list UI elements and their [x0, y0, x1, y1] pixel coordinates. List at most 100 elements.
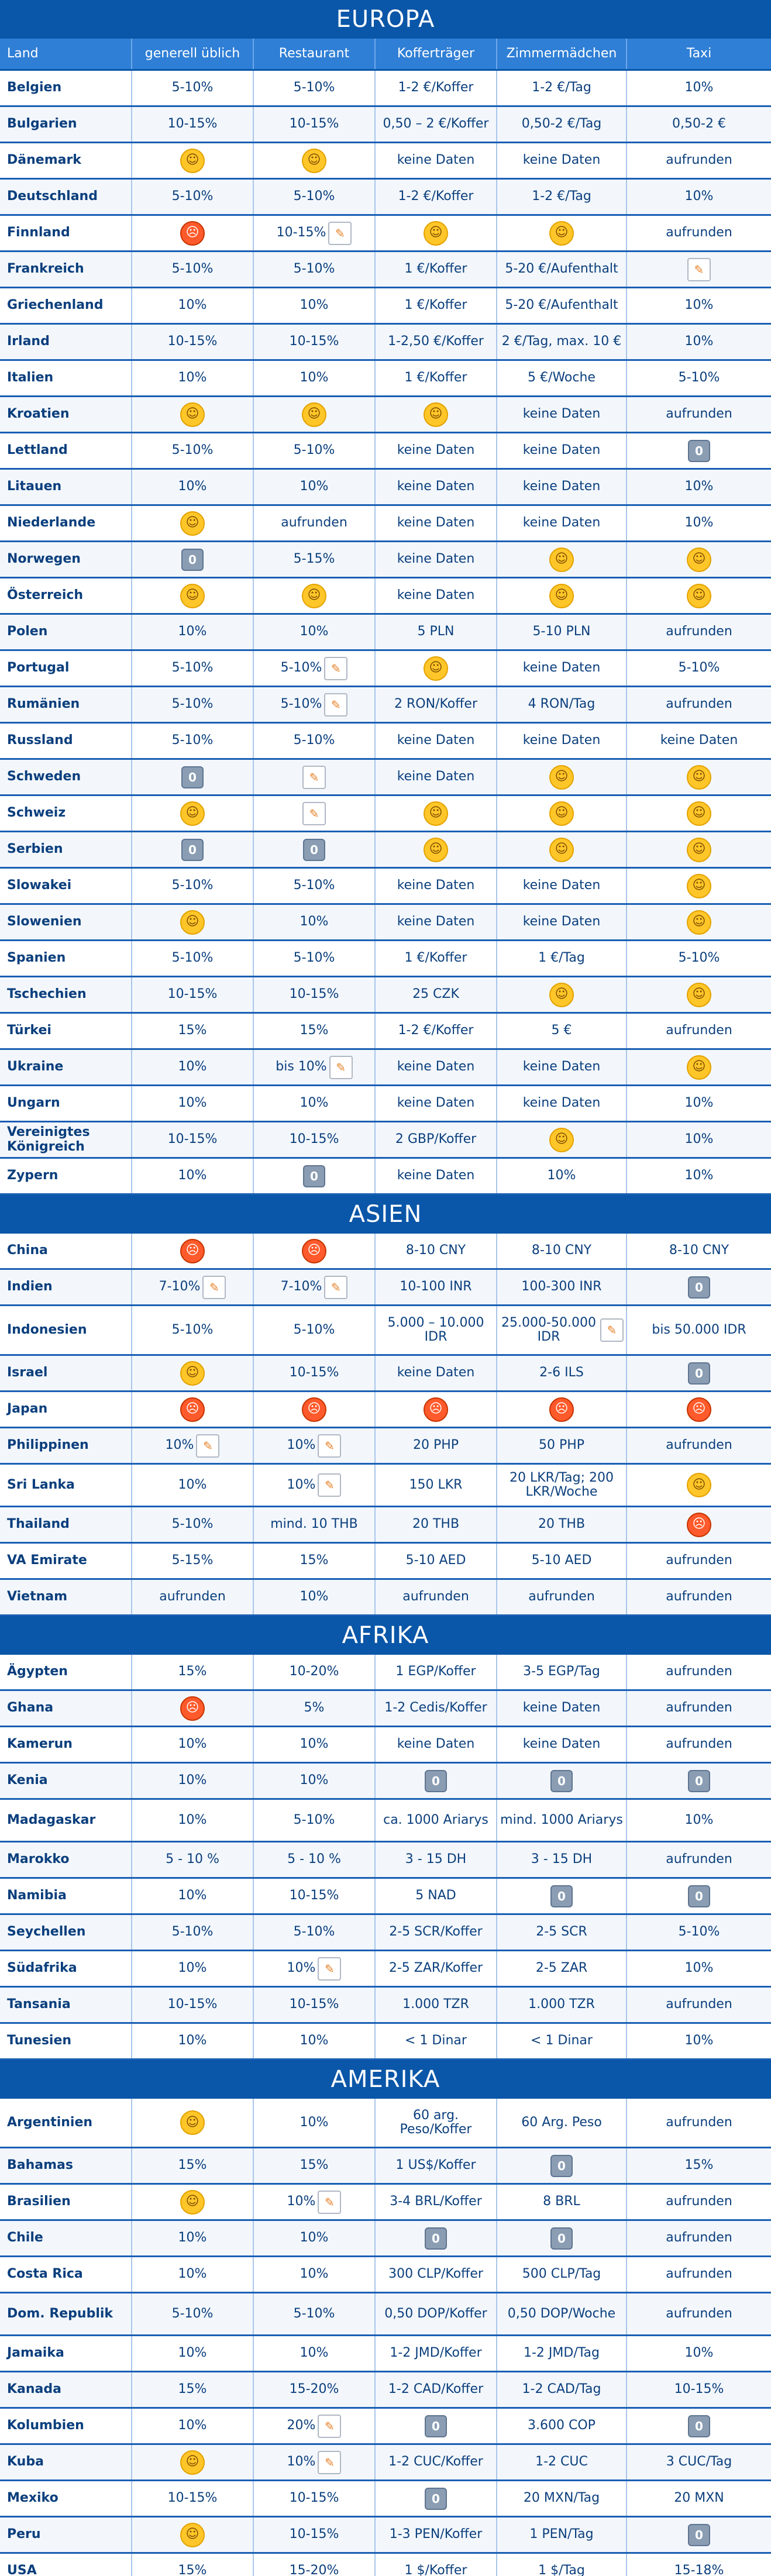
table-cell: keine Daten: [497, 1691, 627, 1726]
zero-icon: 0: [688, 1362, 710, 1385]
cell-text: keine Daten: [397, 1059, 475, 1075]
cell-content: 0: [425, 1769, 447, 1792]
cell-text: 1-2 CUC/Koffer: [388, 2454, 483, 2470]
cell-text: aufrunden: [666, 1700, 732, 1716]
table-row: Sri Lanka 10% 10% ✎ 150 LKR 20 LKR/Tag; 200 L…: [0, 1465, 771, 1507]
country-cell: USA: [0, 2554, 132, 2576]
smile-icon: ☺: [180, 2110, 205, 2135]
cell-text: 5-10%: [280, 697, 322, 712]
cell-text: 1-2,50 €/Koffer: [388, 334, 484, 349]
cell-text: keine Daten: [522, 443, 601, 458]
zero-icon: 0: [303, 1165, 325, 1187]
cell-text: 1-2 JMD/Tag: [524, 2346, 600, 2361]
cell-text: China: [7, 1243, 48, 1258]
cell-text: keine Daten: [522, 1700, 601, 1716]
table-cell: 10%: [627, 71, 771, 105]
cell-text: Israel: [7, 1365, 48, 1380]
table-row: Irland 10-15% 10-15% 1-2,50 €/Koffer 2 €/Tag…: [0, 325, 771, 361]
country-cell: Zypern: [0, 1159, 132, 1193]
cell-text: Tschechien: [7, 987, 87, 1002]
cell-text: 2-5 SCR: [536, 1924, 587, 1940]
table-cell: 50 PHP: [497, 1428, 627, 1463]
country-cell: Spanien: [0, 941, 132, 976]
smile-icon: ☺: [687, 910, 711, 935]
smile-icon: ☺: [687, 982, 711, 1007]
cell-content: ☺: [687, 837, 711, 862]
cell-text: Rumänien: [7, 697, 80, 712]
table-cell: 300 CLP/Koffer: [376, 2257, 497, 2292]
memo-icon: ✎: [328, 221, 352, 245]
table-cell: ☺: [627, 905, 771, 939]
table-cell: 8-10 CNY: [376, 1234, 497, 1268]
table-cell: 10% ✎: [254, 1951, 376, 1986]
country-cell: Philippinen: [0, 1428, 132, 1463]
cell-text: 5-10%: [171, 80, 214, 95]
cell-text: keine Daten: [397, 733, 475, 748]
cell-content: 7-10% ✎: [159, 1275, 226, 1299]
cell-content: 0: [688, 1276, 710, 1299]
cell-text: 2 GBP/Koffer: [395, 1132, 477, 1147]
cell-text: 10-15%: [167, 334, 218, 349]
smile-icon: ☺: [180, 801, 205, 826]
cell-text: 5-10%: [171, 697, 214, 712]
zero-icon: 0: [303, 838, 325, 861]
table-cell: keine Daten: [376, 470, 497, 504]
smile-icon: ☺: [424, 837, 448, 862]
table-cell: 15%: [132, 2554, 254, 2576]
cell-text: Indonesien: [7, 1322, 87, 1337]
table-cell: ☹: [254, 1392, 376, 1427]
cell-text: keine Daten: [397, 1168, 475, 1183]
cell-text: Sri Lanka: [7, 1477, 75, 1492]
country-cell: Kroatien: [0, 397, 132, 432]
table-row: Deutschland 5-10% 5-10% 1-2 €/Koffer 1-2 €/T…: [0, 180, 771, 216]
table-cell: ✎: [254, 796, 376, 831]
table-cell: 10-15%: [254, 1356, 376, 1390]
table-cell: 1 $/Koffer: [376, 2554, 497, 2576]
cell-content: 0: [688, 439, 710, 462]
country-cell: Thailand: [0, 1507, 132, 1542]
cell-content: 7-10% ✎: [281, 1275, 348, 1299]
cell-content: 10% ✎: [287, 2450, 342, 2474]
cell-text: 8-10 CNY: [405, 1243, 466, 1258]
table-cell: ☺: [627, 869, 771, 903]
memo-icon: ✎: [318, 1473, 342, 1497]
cell-content: ☺: [180, 2522, 205, 2547]
table-cell: 10%: [132, 1879, 254, 1913]
table-cell: 25.000-50.000 IDR ✎: [497, 1306, 627, 1354]
cell-text: 10%: [178, 1773, 207, 1788]
table-cell: ☺: [497, 216, 627, 250]
memo-icon: ✎: [318, 2414, 342, 2438]
cell-text: keine Daten: [397, 552, 475, 567]
zero-icon: 0: [425, 2227, 447, 2250]
table-cell: 2-5 SCR: [497, 1915, 627, 1950]
cell-text: keine Daten: [397, 479, 475, 494]
country-cell: Marokko: [0, 1843, 132, 1877]
country-cell: Kenia: [0, 1764, 132, 1798]
cell-text: 1 $/Koffer: [404, 2563, 467, 2576]
table-cell: 15%: [132, 1014, 254, 1048]
table-cell: 5-10%: [132, 1915, 254, 1950]
cell-text: 5 - 10 %: [287, 1852, 341, 1867]
zero-icon: 0: [181, 548, 204, 571]
table-cell: ☺: [627, 578, 771, 613]
table-cell: 1-2,50 €/Koffer: [376, 325, 497, 359]
cell-text: 10%: [684, 80, 714, 95]
table-cell: 10%: [132, 2257, 254, 2292]
country-cell: Portugal: [0, 651, 132, 686]
table-cell: ☺: [627, 796, 771, 831]
zero-icon: 0: [550, 2227, 573, 2250]
table-cell: keine Daten: [376, 542, 497, 577]
country-cell: Kanada: [0, 2372, 132, 2407]
column-header: Restaurant: [254, 39, 376, 69]
cell-text: 0,50 DOP/Woche: [507, 2306, 616, 2321]
cell-content: ☺: [180, 2450, 205, 2475]
table-row: Griechenland 10% 10% 1 €/Koffer 5-20 €/Aufen…: [0, 288, 771, 325]
table-cell: 10%: [132, 2221, 254, 2255]
cell-text: 10%: [178, 2267, 207, 2282]
country-cell: Japan: [0, 1392, 132, 1427]
table-cell: ☹: [132, 1392, 254, 1427]
cell-text: Irland: [7, 334, 50, 349]
table-cell: 10%: [254, 1580, 376, 1614]
country-cell: Vereinigtes Königreich: [0, 1122, 132, 1157]
table-cell: 1-2 JMD/Koffer: [376, 2336, 497, 2371]
